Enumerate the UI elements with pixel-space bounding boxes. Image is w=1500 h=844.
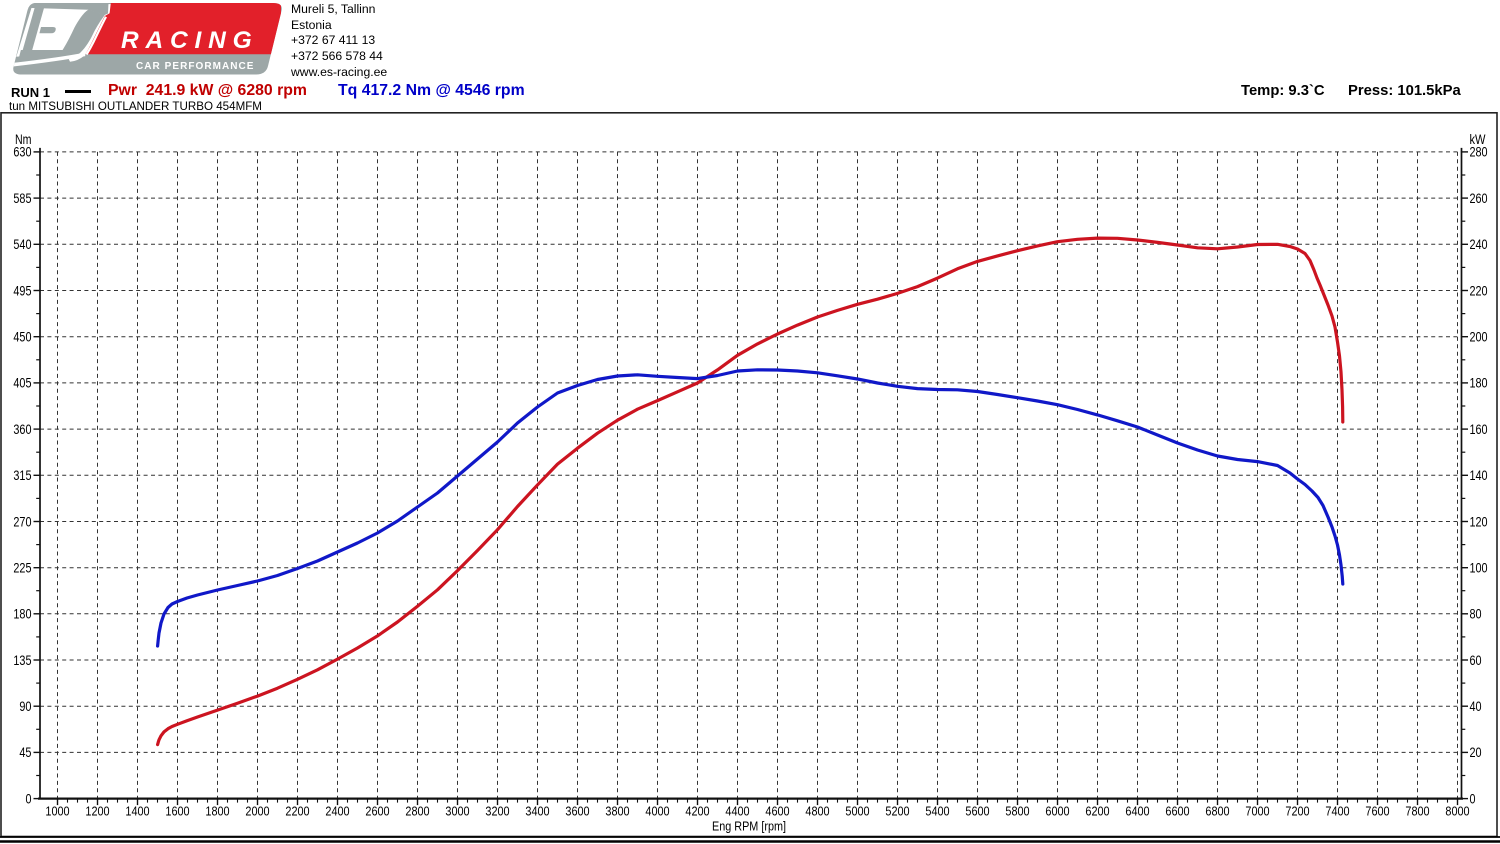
svg-text:5200: 5200 bbox=[885, 804, 909, 819]
svg-text:3000: 3000 bbox=[445, 804, 469, 819]
svg-text:6200: 6200 bbox=[1085, 804, 1109, 819]
svg-text:140: 140 bbox=[1470, 468, 1488, 483]
svg-text:495: 495 bbox=[13, 283, 31, 298]
svg-text:270: 270 bbox=[13, 514, 31, 529]
svg-text:3600: 3600 bbox=[565, 804, 589, 819]
svg-text:90: 90 bbox=[19, 699, 31, 714]
svg-text:260: 260 bbox=[1470, 191, 1488, 206]
svg-text:160: 160 bbox=[1470, 422, 1488, 437]
svg-text:450: 450 bbox=[13, 330, 31, 345]
svg-text:5600: 5600 bbox=[965, 804, 989, 819]
svg-text:3800: 3800 bbox=[605, 804, 629, 819]
svg-text:7000: 7000 bbox=[1245, 804, 1269, 819]
svg-text:200: 200 bbox=[1470, 330, 1488, 345]
svg-text:2000: 2000 bbox=[245, 804, 269, 819]
svg-text:100: 100 bbox=[1470, 561, 1488, 576]
svg-text:135: 135 bbox=[13, 653, 31, 668]
svg-text:4000: 4000 bbox=[645, 804, 669, 819]
svg-text:1200: 1200 bbox=[85, 804, 109, 819]
svg-text:0: 0 bbox=[1470, 791, 1476, 806]
svg-text:180: 180 bbox=[1470, 376, 1488, 391]
svg-text:2200: 2200 bbox=[285, 804, 309, 819]
svg-text:7400: 7400 bbox=[1325, 804, 1349, 819]
svg-text:7600: 7600 bbox=[1365, 804, 1389, 819]
svg-text:5800: 5800 bbox=[1005, 804, 1029, 819]
svg-text:1400: 1400 bbox=[125, 804, 149, 819]
svg-text:6800: 6800 bbox=[1205, 804, 1229, 819]
svg-text:585: 585 bbox=[13, 191, 31, 206]
svg-text:4600: 4600 bbox=[765, 804, 789, 819]
svg-text:20: 20 bbox=[1470, 745, 1482, 760]
svg-text:6600: 6600 bbox=[1165, 804, 1189, 819]
svg-text:Eng RPM [rpm]: Eng RPM [rpm] bbox=[712, 819, 786, 834]
svg-text:6000: 6000 bbox=[1045, 804, 1069, 819]
svg-text:2800: 2800 bbox=[405, 804, 429, 819]
svg-text:1600: 1600 bbox=[165, 804, 189, 819]
svg-text:60: 60 bbox=[1470, 653, 1482, 668]
svg-text:220: 220 bbox=[1470, 283, 1488, 298]
svg-text:280: 280 bbox=[1470, 145, 1488, 160]
svg-text:4200: 4200 bbox=[685, 804, 709, 819]
svg-text:7200: 7200 bbox=[1285, 804, 1309, 819]
svg-text:kW: kW bbox=[1470, 132, 1486, 147]
svg-text:0: 0 bbox=[26, 791, 32, 806]
svg-text:3400: 3400 bbox=[525, 804, 549, 819]
svg-text:2400: 2400 bbox=[325, 804, 349, 819]
svg-text:6400: 6400 bbox=[1125, 804, 1149, 819]
svg-text:225: 225 bbox=[13, 561, 31, 576]
svg-text:40: 40 bbox=[1470, 699, 1482, 714]
svg-text:540: 540 bbox=[13, 237, 31, 252]
svg-text:2600: 2600 bbox=[365, 804, 389, 819]
svg-text:Nm: Nm bbox=[15, 132, 32, 147]
svg-text:4400: 4400 bbox=[725, 804, 749, 819]
svg-text:5400: 5400 bbox=[925, 804, 949, 819]
svg-text:RACING: RACING bbox=[121, 27, 258, 54]
svg-text:240: 240 bbox=[1470, 237, 1488, 252]
svg-text:CAR PERFORMANCE: CAR PERFORMANCE bbox=[136, 61, 255, 72]
svg-text:3200: 3200 bbox=[485, 804, 509, 819]
svg-text:405: 405 bbox=[13, 376, 31, 391]
svg-text:180: 180 bbox=[13, 607, 31, 622]
svg-text:80: 80 bbox=[1470, 607, 1482, 622]
svg-text:360: 360 bbox=[13, 422, 31, 437]
svg-text:1000: 1000 bbox=[45, 804, 69, 819]
svg-text:315: 315 bbox=[13, 468, 31, 483]
svg-text:45: 45 bbox=[19, 745, 31, 760]
svg-text:7800: 7800 bbox=[1405, 804, 1429, 819]
svg-text:5000: 5000 bbox=[845, 804, 869, 819]
svg-text:120: 120 bbox=[1470, 514, 1488, 529]
svg-text:8000: 8000 bbox=[1445, 804, 1469, 819]
svg-text:4800: 4800 bbox=[805, 804, 829, 819]
svg-text:1800: 1800 bbox=[205, 804, 229, 819]
svg-text:630: 630 bbox=[13, 145, 31, 160]
